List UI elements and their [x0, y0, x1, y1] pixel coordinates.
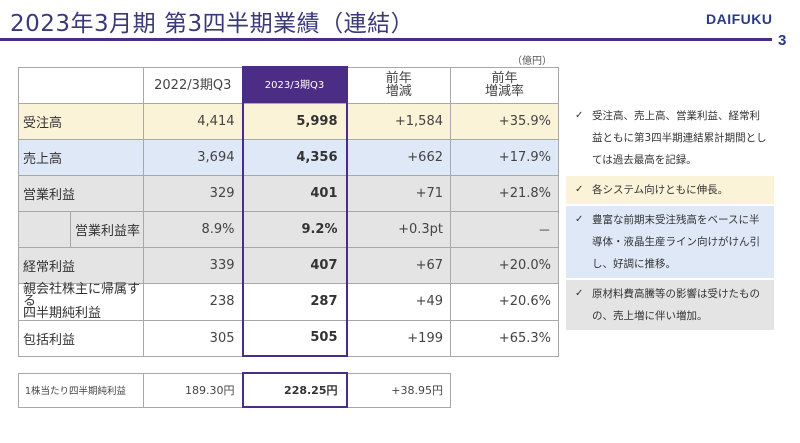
indent-cell	[18, 210, 71, 248]
row-label: 営業利益率	[70, 210, 144, 248]
cell-diff: +49	[346, 282, 451, 321]
row-label: 親会社株主に帰属する 四半期純利益	[18, 282, 144, 321]
cell-prev: 238	[143, 282, 243, 321]
cell-rate: －	[450, 210, 559, 248]
cell-diff: +1,584	[346, 102, 451, 140]
header-corner	[18, 66, 144, 104]
note-text: 受注高、売上高、営業利益、経常利益ともに第3四半期連結累計期間としては過去最高を…	[592, 110, 767, 166]
check-icon: ✓	[575, 288, 584, 299]
note-text: 豊富な前期末受注残高をベースに半導体・液晶生産ライン向けがけん引し、好調に推移。	[592, 214, 760, 270]
cell-rate: +20.6%	[450, 282, 559, 321]
table-row-op-margin: 営業利益率 8.9% 9.2% +0.3pt －	[18, 210, 559, 248]
cell-prev: 4,414	[143, 102, 243, 140]
table-row-orders: 受注高 4,414 5,998 +1,584 +35.9%	[18, 102, 559, 140]
company-logo: DAIFUKU	[706, 11, 773, 27]
cell-curr: 505	[241, 319, 348, 357]
cell-curr: 9.2%	[241, 210, 348, 248]
cell-prev: 305	[143, 319, 243, 357]
cell-rate: +20.0%	[450, 246, 559, 284]
cell-prev: 8.9%	[143, 210, 243, 248]
cell-diff: +199	[346, 319, 451, 357]
note-item: ✓ 原材料費高騰等の影響は受けたものの、売上増に伴い増加。	[566, 280, 774, 330]
cell-curr: 4,356	[241, 138, 348, 176]
eps-table: 1株当たり四半期純利益 189.30円 228.25円 +38.95円	[18, 372, 451, 408]
cell-curr: 287	[241, 282, 348, 321]
row-label: 1株当たり四半期純利益	[18, 372, 144, 408]
table-row-net-income: 親会社株主に帰属する 四半期純利益 238 287 +49 +20.6%	[18, 282, 559, 321]
title-divider	[0, 38, 772, 41]
check-icon: ✓	[575, 214, 584, 225]
row-label: 営業利益	[18, 174, 144, 212]
cell-rate: +17.9%	[450, 138, 559, 176]
page-title: 2023年3月期 第3四半期業績（連結）	[10, 11, 415, 37]
col-header-prev: 2022/3期Q3	[143, 66, 243, 104]
note-text: 原材料費高騰等の影響は受けたものの、売上増に伴い増加。	[592, 288, 760, 322]
check-icon: ✓	[575, 184, 584, 195]
row-label: 売上高	[18, 138, 144, 176]
cell-diff: +0.3pt	[346, 210, 451, 248]
col-header-curr: 2023/3期Q3	[241, 66, 348, 104]
cell-diff: +67	[346, 246, 451, 284]
cell-prev: 329	[143, 174, 243, 212]
row-label: 受注高	[18, 102, 144, 140]
commentary-notes: ✓ 受注高、売上高、営業利益、経常利益ともに第3四半期連結累計期間としては過去最…	[566, 102, 774, 330]
cell-prev: 339	[143, 246, 243, 284]
cell-curr: 5,998	[241, 102, 348, 140]
check-icon: ✓	[575, 110, 584, 121]
results-table: 2022/3期Q3 2023/3期Q3 前年 増減 前年 増減率 受注高 4,4…	[18, 66, 559, 357]
unit-label: （億円）	[512, 56, 552, 67]
page-number: 3	[778, 32, 787, 49]
table-row-op-income: 営業利益 329 401 +71 +21.8%	[18, 174, 559, 212]
cell-rate: +35.9%	[450, 102, 559, 140]
cell-rate: +21.8%	[450, 174, 559, 212]
note-item: ✓ 各システム向けともに伸長。	[566, 176, 774, 204]
note-text: 各システム向けともに伸長。	[592, 184, 729, 196]
cell-diff: +71	[346, 174, 451, 212]
col-header-diff: 前年 増減	[346, 66, 451, 104]
table-row-ordinary: 経常利益 339 407 +67 +20.0%	[18, 246, 559, 284]
note-item: ✓ 受注高、売上高、営業利益、経常利益ともに第3四半期連結累計期間としては過去最…	[566, 102, 774, 174]
cell-prev: 189.30円	[143, 372, 243, 408]
col-header-rate: 前年 増減率	[450, 66, 559, 104]
table-row-sales: 売上高 3,694 4,356 +662 +17.9%	[18, 138, 559, 176]
table-row-eps: 1株当たり四半期純利益 189.30円 228.25円 +38.95円	[18, 372, 451, 408]
table-row-comprehensive: 包括利益 305 505 +199 +65.3%	[18, 319, 559, 357]
table-header-row: 2022/3期Q3 2023/3期Q3 前年 増減 前年 増減率	[18, 66, 559, 104]
cell-diff: +38.95円	[346, 372, 451, 408]
row-label: 経常利益	[18, 246, 144, 284]
cell-curr: 407	[241, 246, 348, 284]
row-label: 包括利益	[18, 319, 144, 357]
cell-curr: 228.25円	[241, 372, 348, 408]
cell-prev: 3,694	[143, 138, 243, 176]
cell-curr: 401	[241, 174, 348, 212]
cell-diff: +662	[346, 138, 451, 176]
cell-rate: +65.3%	[450, 319, 559, 357]
note-item: ✓ 豊富な前期末受注残高をベースに半導体・液晶生産ライン向けがけん引し、好調に推…	[566, 206, 774, 278]
